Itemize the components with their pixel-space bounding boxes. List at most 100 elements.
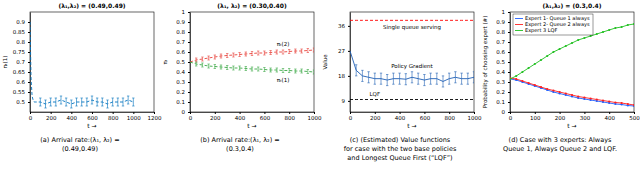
x-tick-mark xyxy=(609,112,610,114)
y-tick: 0.5 xyxy=(16,99,30,105)
error-bar xyxy=(269,51,271,55)
x-tick: 800 xyxy=(444,112,455,121)
y-tick: 0 xyxy=(502,109,511,115)
y-tick-mark xyxy=(188,42,190,43)
x-axis-line xyxy=(351,112,475,113)
y-tick: 0.65 xyxy=(13,69,30,75)
series-line xyxy=(190,62,314,72)
legend-swatch xyxy=(515,30,523,31)
series-line xyxy=(190,50,314,62)
error-bar xyxy=(294,49,296,53)
x-tick: 1000 xyxy=(308,112,322,121)
caption: (d) Case with 3 experts: Always xyxy=(509,136,612,144)
y-axis-label: Probability of choosing expert (#) xyxy=(482,16,489,109)
error-bar xyxy=(75,98,77,106)
series-marker xyxy=(602,31,604,33)
error-bar xyxy=(201,57,203,61)
y-tick-mark xyxy=(28,102,30,103)
series-marker xyxy=(515,79,517,81)
error-bar xyxy=(473,72,474,83)
error-bar xyxy=(288,69,290,73)
series-marker xyxy=(552,51,554,53)
error-bar xyxy=(132,98,134,106)
y-tick-label: 0.5 xyxy=(16,99,25,105)
series-marker xyxy=(596,98,598,100)
x-tick: 400 xyxy=(67,112,78,121)
y-tick: 36 xyxy=(338,23,350,29)
x-tick-label: 200 xyxy=(370,115,381,121)
y-tick-label: 18 xyxy=(338,73,345,79)
x-tick-label: 600 xyxy=(420,115,431,121)
error-bar xyxy=(257,67,259,71)
y-tick-label: 0 xyxy=(182,109,186,115)
y-tick-mark xyxy=(508,52,510,53)
y-tick-label: 0.3 xyxy=(176,79,185,85)
series xyxy=(190,62,314,74)
error-bar xyxy=(294,69,296,73)
y-tick-label: 27 xyxy=(338,48,345,54)
series xyxy=(350,99,474,100)
panel: 0200400600800100000.10.20.30.40.50.60.70… xyxy=(162,2,322,153)
error-bar xyxy=(220,54,222,58)
y-tick-mark xyxy=(188,12,190,13)
x-tick-mark xyxy=(215,112,216,114)
x-tick-mark xyxy=(264,112,265,114)
x-tick: 1000 xyxy=(127,112,141,121)
plot-frame xyxy=(510,12,634,112)
y-tick-label: 0.4 xyxy=(496,69,505,75)
series-label: πₜ(1) xyxy=(277,77,290,83)
panel: 010020030040050000.10.20.30.40.50.60.70.… xyxy=(482,2,640,153)
x-tick: 800 xyxy=(284,112,295,121)
y-tick: 9 xyxy=(342,98,351,104)
y-tick: 0 xyxy=(182,109,191,115)
x-tick: 600 xyxy=(87,112,98,121)
series xyxy=(350,20,474,21)
error-bar xyxy=(245,52,247,56)
x-tick-label: 1000 xyxy=(308,115,322,121)
legend: Expert 1- Queue 1 alwaysExpert 2- Queue … xyxy=(513,14,593,35)
series-marker xyxy=(521,71,523,73)
x-axis-label: t → xyxy=(567,122,576,129)
error-bar xyxy=(288,50,290,54)
x-tick-mark xyxy=(400,112,401,114)
series-marker xyxy=(510,77,511,79)
series-marker xyxy=(627,24,629,26)
error-bar xyxy=(276,68,278,72)
error-bar xyxy=(201,63,203,67)
y-tick-mark xyxy=(28,62,30,63)
plot-area xyxy=(350,20,474,99)
error-bar xyxy=(307,70,309,74)
x-tick-mark xyxy=(92,112,93,114)
x-tick-mark xyxy=(289,112,290,114)
y-tick: 0.85 xyxy=(13,29,30,35)
y-tick: 0.7 xyxy=(16,59,30,65)
x-tick-label: 600 xyxy=(87,115,98,121)
series xyxy=(510,77,634,106)
y-tick: 0.6 xyxy=(16,79,30,85)
y-tick-mark xyxy=(28,52,30,53)
series-marker xyxy=(559,91,561,93)
x-tick-label: 100 xyxy=(530,115,541,121)
error-bar xyxy=(313,48,314,52)
y-tick: 1 xyxy=(182,9,191,15)
y-tick-mark xyxy=(188,32,190,33)
x-tick-label: 800 xyxy=(284,115,295,121)
error-bar xyxy=(106,100,108,108)
x-tick-label: 200 xyxy=(210,115,221,121)
y-tick-mark xyxy=(188,72,190,73)
y-tick: 0.4 xyxy=(176,69,190,75)
series xyxy=(190,48,314,62)
y-tick-mark xyxy=(188,102,190,103)
error-bar xyxy=(65,98,67,106)
series-marker xyxy=(633,105,634,107)
x-axis: 02004006008001000 xyxy=(349,112,482,121)
x-axis-line xyxy=(191,112,315,113)
error-bar xyxy=(276,50,278,54)
y-tick-label: 0.8 xyxy=(176,29,185,35)
y-tick-mark xyxy=(28,32,30,33)
caption: (a) Arrival rate:(λ₁, λ₂) = xyxy=(40,136,119,144)
error-bar xyxy=(86,98,88,106)
caption: for case with the two base policies xyxy=(344,145,457,153)
plot-area xyxy=(190,48,314,74)
series-marker xyxy=(577,95,579,97)
